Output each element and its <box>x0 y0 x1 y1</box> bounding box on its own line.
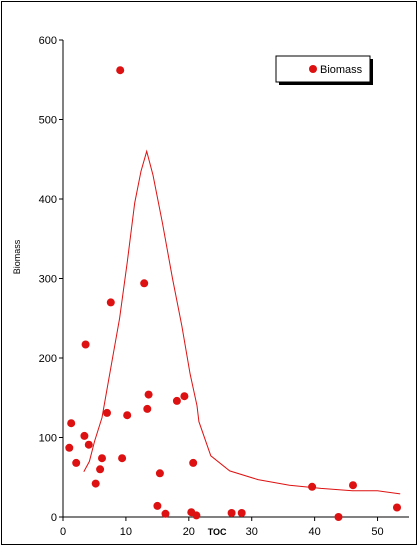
biomass-point <box>80 431 89 440</box>
x-axis-title: TOC <box>208 527 227 537</box>
biomass-point <box>72 458 81 467</box>
y-tick-label: 300 <box>39 274 57 286</box>
y-tick-label: 0 <box>51 512 57 524</box>
biomass-point <box>144 390 153 399</box>
legend-label-biomass: Biomass <box>320 64 363 76</box>
tick-labels: 0 100 200 300 400 500 600 0 10 20 30 40 50 <box>39 35 384 538</box>
biomass-point <box>192 511 201 520</box>
legend: Biomass <box>275 55 373 85</box>
x-tick-label: 10 <box>120 526 132 538</box>
y-tick-label: 100 <box>39 433 57 445</box>
biomass-point <box>81 340 90 349</box>
biomass-point <box>84 440 93 449</box>
x-tick-label: 0 <box>60 526 66 538</box>
biomass-point <box>96 465 105 474</box>
biomass-point <box>155 469 164 478</box>
biomass-point <box>393 503 401 512</box>
x-tick-label: 50 <box>371 526 383 538</box>
biomass-point <box>180 392 189 401</box>
y-tick-label: 600 <box>39 35 57 47</box>
biomass-point <box>143 404 152 413</box>
legend-box <box>275 55 371 83</box>
legend-marker <box>309 65 317 73</box>
biomass-point <box>118 454 127 463</box>
biomass-point <box>227 509 236 517</box>
biomass-point <box>172 396 181 405</box>
biomass-point <box>103 408 111 417</box>
biomass-point <box>153 501 162 510</box>
biomass-point <box>334 513 343 521</box>
biomass-point <box>308 482 317 491</box>
biomass-point <box>349 481 357 490</box>
biomass-point <box>91 479 100 488</box>
biomass-point <box>65 443 74 452</box>
biomass-point <box>161 509 170 518</box>
biomass-point <box>67 419 76 428</box>
y-axis-title: Biomass <box>12 239 22 274</box>
y-tick-label: 200 <box>39 353 57 365</box>
x-tick-label: 20 <box>183 526 195 538</box>
y-tick-label: 500 <box>39 115 57 127</box>
fitted-curve <box>83 149 401 495</box>
biomass-point <box>140 279 149 288</box>
biomass-point <box>116 66 125 75</box>
biomass-point <box>123 411 132 420</box>
biomass-point <box>106 298 115 307</box>
biomass-point <box>98 454 106 463</box>
axes <box>59 39 409 521</box>
biomass-point <box>237 509 246 517</box>
biomass-point <box>189 458 198 467</box>
y-tick-label: 400 <box>39 194 57 206</box>
fitted-curve-group <box>83 149 401 495</box>
scatter-points <box>65 66 401 521</box>
x-tick-label: 40 <box>309 526 321 538</box>
x-tick-label: 30 <box>246 526 258 538</box>
